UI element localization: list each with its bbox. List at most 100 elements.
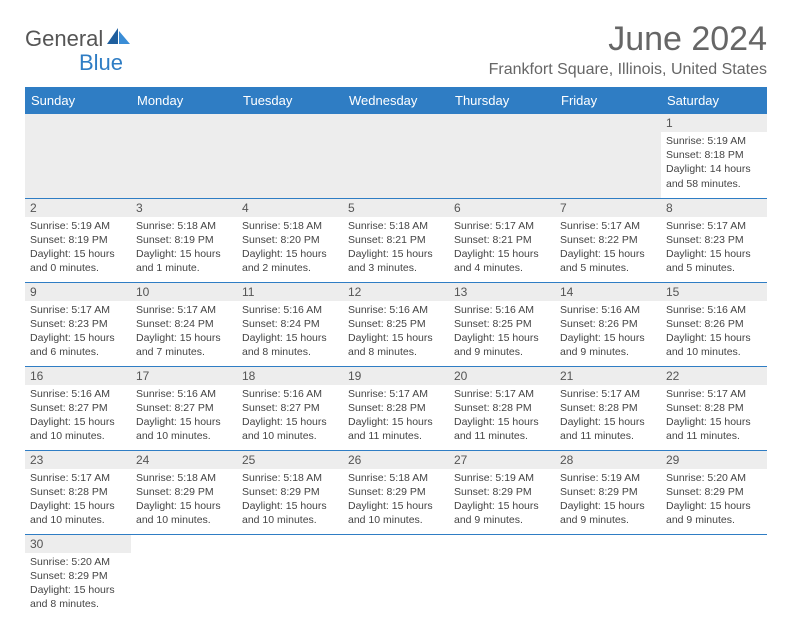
day-details: Sunrise: 5:18 AMSunset: 8:20 PMDaylight:… — [237, 217, 343, 279]
calendar-head: SundayMondayTuesdayWednesdayThursdayFrid… — [25, 87, 767, 114]
day-details: Sunrise: 5:16 AMSunset: 8:26 PMDaylight:… — [661, 301, 767, 363]
day-number: 16 — [25, 367, 131, 385]
day-details: Sunrise: 5:16 AMSunset: 8:27 PMDaylight:… — [131, 385, 237, 447]
calendar-cell: 19Sunrise: 5:17 AMSunset: 8:28 PMDayligh… — [343, 366, 449, 450]
calendar-cell: 3Sunrise: 5:18 AMSunset: 8:19 PMDaylight… — [131, 198, 237, 282]
calendar-cell — [449, 534, 555, 618]
calendar-cell: 16Sunrise: 5:16 AMSunset: 8:27 PMDayligh… — [25, 366, 131, 450]
day-number: 2 — [25, 199, 131, 217]
calendar-week: 30Sunrise: 5:20 AMSunset: 8:29 PMDayligh… — [25, 534, 767, 618]
weekday-header: Monday — [131, 87, 237, 114]
weekday-header: Thursday — [449, 87, 555, 114]
calendar-cell: 1Sunrise: 5:19 AMSunset: 8:18 PMDaylight… — [661, 114, 767, 198]
day-details: Sunrise: 5:18 AMSunset: 8:29 PMDaylight:… — [237, 469, 343, 531]
day-details: Sunrise: 5:17 AMSunset: 8:28 PMDaylight:… — [343, 385, 449, 447]
day-number: 7 — [555, 199, 661, 217]
calendar-cell: 13Sunrise: 5:16 AMSunset: 8:25 PMDayligh… — [449, 282, 555, 366]
day-number: 17 — [131, 367, 237, 385]
day-details: Sunrise: 5:17 AMSunset: 8:24 PMDaylight:… — [131, 301, 237, 363]
weekday-header: Tuesday — [237, 87, 343, 114]
day-details: Sunrise: 5:16 AMSunset: 8:27 PMDaylight:… — [25, 385, 131, 447]
day-number: 5 — [343, 199, 449, 217]
day-details: Sunrise: 5:16 AMSunset: 8:24 PMDaylight:… — [237, 301, 343, 363]
day-details: Sunrise: 5:17 AMSunset: 8:21 PMDaylight:… — [449, 217, 555, 279]
calendar-cell: 5Sunrise: 5:18 AMSunset: 8:21 PMDaylight… — [343, 198, 449, 282]
day-number: 14 — [555, 283, 661, 301]
calendar-cell — [237, 534, 343, 618]
day-number: 18 — [237, 367, 343, 385]
logo-text-b: Blue — [79, 50, 123, 76]
day-details: Sunrise: 5:19 AMSunset: 8:29 PMDaylight:… — [555, 469, 661, 531]
day-details: Sunrise: 5:19 AMSunset: 8:18 PMDaylight:… — [661, 132, 767, 194]
day-number: 13 — [449, 283, 555, 301]
day-number: 24 — [131, 451, 237, 469]
calendar-cell: 12Sunrise: 5:16 AMSunset: 8:25 PMDayligh… — [343, 282, 449, 366]
day-number: 15 — [661, 283, 767, 301]
calendar-cell: 28Sunrise: 5:19 AMSunset: 8:29 PMDayligh… — [555, 450, 661, 534]
calendar-cell: 30Sunrise: 5:20 AMSunset: 8:29 PMDayligh… — [25, 534, 131, 618]
calendar-cell: 23Sunrise: 5:17 AMSunset: 8:28 PMDayligh… — [25, 450, 131, 534]
day-number: 4 — [237, 199, 343, 217]
logo-text-a: General — [25, 26, 103, 52]
day-details: Sunrise: 5:18 AMSunset: 8:21 PMDaylight:… — [343, 217, 449, 279]
day-number: 20 — [449, 367, 555, 385]
calendar-body: 1Sunrise: 5:19 AMSunset: 8:18 PMDaylight… — [25, 114, 767, 618]
calendar-cell: 2Sunrise: 5:19 AMSunset: 8:19 PMDaylight… — [25, 198, 131, 282]
calendar-week: 9Sunrise: 5:17 AMSunset: 8:23 PMDaylight… — [25, 282, 767, 366]
day-details: Sunrise: 5:17 AMSunset: 8:28 PMDaylight:… — [661, 385, 767, 447]
day-number: 11 — [237, 283, 343, 301]
day-number: 26 — [343, 451, 449, 469]
day-details: Sunrise: 5:20 AMSunset: 8:29 PMDaylight:… — [25, 553, 131, 615]
calendar-cell: 4Sunrise: 5:18 AMSunset: 8:20 PMDaylight… — [237, 198, 343, 282]
day-details: Sunrise: 5:16 AMSunset: 8:25 PMDaylight:… — [449, 301, 555, 363]
calendar-cell: 17Sunrise: 5:16 AMSunset: 8:27 PMDayligh… — [131, 366, 237, 450]
calendar-cell — [237, 114, 343, 198]
weekday-header: Sunday — [25, 87, 131, 114]
calendar-cell: 18Sunrise: 5:16 AMSunset: 8:27 PMDayligh… — [237, 366, 343, 450]
logo: GeneralBlue — [25, 26, 185, 76]
day-number: 19 — [343, 367, 449, 385]
day-details: Sunrise: 5:17 AMSunset: 8:22 PMDaylight:… — [555, 217, 661, 279]
day-details: Sunrise: 5:19 AMSunset: 8:19 PMDaylight:… — [25, 217, 131, 279]
calendar-cell: 20Sunrise: 5:17 AMSunset: 8:28 PMDayligh… — [449, 366, 555, 450]
calendar-week: 1Sunrise: 5:19 AMSunset: 8:18 PMDaylight… — [25, 114, 767, 198]
day-number: 8 — [661, 199, 767, 217]
month-title: June 2024 — [489, 20, 767, 59]
calendar-cell — [343, 534, 449, 618]
day-details: Sunrise: 5:17 AMSunset: 8:28 PMDaylight:… — [449, 385, 555, 447]
day-number: 1 — [661, 114, 767, 132]
day-details: Sunrise: 5:17 AMSunset: 8:28 PMDaylight:… — [555, 385, 661, 447]
day-number: 6 — [449, 199, 555, 217]
day-details: Sunrise: 5:16 AMSunset: 8:25 PMDaylight:… — [343, 301, 449, 363]
calendar-cell: 14Sunrise: 5:16 AMSunset: 8:26 PMDayligh… — [555, 282, 661, 366]
calendar-cell: 24Sunrise: 5:18 AMSunset: 8:29 PMDayligh… — [131, 450, 237, 534]
location: Frankfort Square, Illinois, United State… — [489, 61, 767, 79]
calendar-cell: 29Sunrise: 5:20 AMSunset: 8:29 PMDayligh… — [661, 450, 767, 534]
day-number: 28 — [555, 451, 661, 469]
day-number: 12 — [343, 283, 449, 301]
day-details: Sunrise: 5:19 AMSunset: 8:29 PMDaylight:… — [449, 469, 555, 531]
calendar-week: 2Sunrise: 5:19 AMSunset: 8:19 PMDaylight… — [25, 198, 767, 282]
day-number: 21 — [555, 367, 661, 385]
calendar-cell: 15Sunrise: 5:16 AMSunset: 8:26 PMDayligh… — [661, 282, 767, 366]
calendar-week: 23Sunrise: 5:17 AMSunset: 8:28 PMDayligh… — [25, 450, 767, 534]
calendar-cell: 22Sunrise: 5:17 AMSunset: 8:28 PMDayligh… — [661, 366, 767, 450]
calendar-cell — [555, 114, 661, 198]
day-details: Sunrise: 5:16 AMSunset: 8:27 PMDaylight:… — [237, 385, 343, 447]
day-number: 3 — [131, 199, 237, 217]
title-block: June 2024 Frankfort Square, Illinois, Un… — [489, 20, 767, 79]
day-number: 27 — [449, 451, 555, 469]
calendar-week: 16Sunrise: 5:16 AMSunset: 8:27 PMDayligh… — [25, 366, 767, 450]
calendar-cell — [343, 114, 449, 198]
calendar-cell: 11Sunrise: 5:16 AMSunset: 8:24 PMDayligh… — [237, 282, 343, 366]
calendar-cell: 8Sunrise: 5:17 AMSunset: 8:23 PMDaylight… — [661, 198, 767, 282]
calendar-cell — [131, 114, 237, 198]
day-number: 30 — [25, 535, 131, 553]
sail-icon — [107, 26, 131, 52]
calendar-cell: 6Sunrise: 5:17 AMSunset: 8:21 PMDaylight… — [449, 198, 555, 282]
day-details: Sunrise: 5:17 AMSunset: 8:23 PMDaylight:… — [25, 301, 131, 363]
calendar-cell — [449, 114, 555, 198]
day-number: 9 — [25, 283, 131, 301]
calendar-cell: 21Sunrise: 5:17 AMSunset: 8:28 PMDayligh… — [555, 366, 661, 450]
calendar-cell: 10Sunrise: 5:17 AMSunset: 8:24 PMDayligh… — [131, 282, 237, 366]
